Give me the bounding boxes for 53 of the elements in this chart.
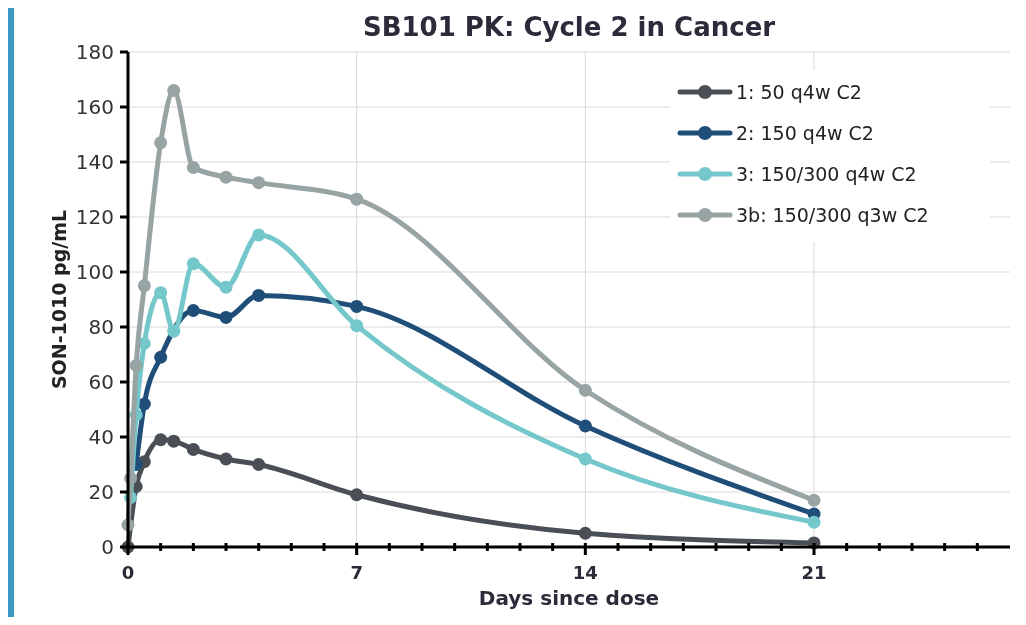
point xyxy=(154,433,168,447)
y-tick-label: 60 xyxy=(88,370,114,394)
point xyxy=(167,84,181,97)
point xyxy=(186,304,200,317)
legend-label: 3b: 150/300 q3w C2 xyxy=(736,203,929,226)
point xyxy=(219,280,233,294)
point xyxy=(350,488,364,502)
point xyxy=(137,397,151,411)
point xyxy=(252,176,266,190)
y-tick-label: 140 xyxy=(75,150,114,174)
point xyxy=(167,324,181,338)
x-tick-label: 0 xyxy=(121,562,135,583)
point xyxy=(578,419,592,433)
y-tick-label: 0 xyxy=(101,535,114,559)
point xyxy=(186,257,200,271)
point xyxy=(578,452,592,466)
point xyxy=(252,288,266,302)
point xyxy=(578,383,592,397)
legend-label: 2: 150 q4w C2 xyxy=(736,121,874,144)
point xyxy=(154,286,168,300)
y-tick-label: 80 xyxy=(88,315,114,339)
chart-title: SB101 PK: Cycle 2 in Cancer xyxy=(362,12,776,42)
point xyxy=(350,319,364,333)
point xyxy=(167,434,181,448)
point xyxy=(129,359,143,372)
x-tick-label: 21 xyxy=(801,562,827,583)
y-tick-label: 160 xyxy=(75,95,114,119)
point xyxy=(219,452,233,466)
y-tick-label: 40 xyxy=(88,425,114,449)
x-tick-label: 7 xyxy=(350,562,363,583)
point xyxy=(137,279,151,293)
point xyxy=(154,350,168,364)
y-tick-label: 20 xyxy=(88,480,114,504)
point xyxy=(252,228,266,242)
y-tick-label: 180 xyxy=(75,40,114,64)
point xyxy=(186,161,200,174)
legend-label: 1: 50 q4w C2 xyxy=(736,80,862,103)
y-axis-title: SON-1010 pg/mL xyxy=(48,209,70,390)
y-tick-label: 120 xyxy=(75,205,114,229)
legend-label: 3: 150/300 q4w C2 xyxy=(736,162,917,185)
x-axis-title: Days since dose xyxy=(478,586,660,610)
point xyxy=(807,515,821,529)
point xyxy=(350,192,364,206)
point xyxy=(154,136,168,150)
x-tick-label: 14 xyxy=(572,562,598,583)
point xyxy=(350,299,364,313)
point xyxy=(186,442,200,456)
y-tick-label: 100 xyxy=(75,260,114,284)
point xyxy=(219,170,233,184)
point xyxy=(252,458,266,471)
point xyxy=(807,493,821,507)
point xyxy=(578,526,592,540)
point xyxy=(219,310,233,324)
